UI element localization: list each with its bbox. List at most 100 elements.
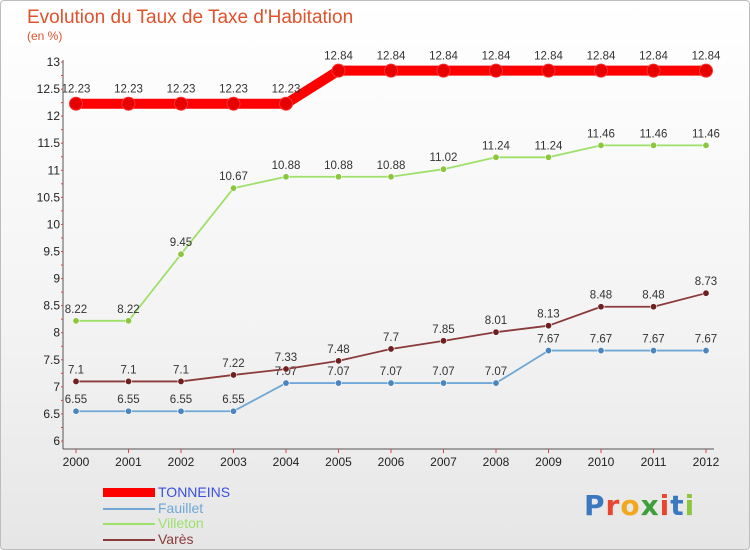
data-point: [282, 379, 290, 387]
data-point: [69, 96, 83, 111]
data-label: 11.24: [535, 140, 564, 152]
x-tick-label: 2007: [430, 455, 457, 469]
data-point: [72, 407, 80, 415]
data-point: [387, 173, 395, 181]
y-tick-label: 9.5: [43, 245, 60, 259]
data-point: [436, 63, 451, 78]
axes: 6 6.5 7 7.5 8 8.5 9 9.5 10 10.5 11 11.5 12 12.5 13 2000…: [37, 55, 720, 469]
data-point: [72, 317, 80, 325]
data-label: 7.67: [590, 334, 612, 346]
data-point: [702, 347, 710, 355]
legend-label: Varès: [158, 530, 194, 547]
data-point: [282, 365, 290, 373]
data-point: [489, 63, 503, 78]
data-label: 7.22: [222, 358, 244, 370]
data-point: [544, 347, 552, 355]
data-point: [439, 379, 447, 387]
data-label: 10.88: [377, 160, 406, 172]
logo-letter: o: [620, 489, 641, 522]
data-label: 7.1: [121, 364, 137, 376]
data-label: 6.55: [170, 394, 192, 406]
data-point: [699, 63, 713, 78]
data-label: 6.55: [65, 394, 87, 406]
data-label: 12.84: [534, 51, 563, 63]
legend-swatch: [103, 523, 155, 525]
y-tick-label: 7: [53, 380, 60, 394]
y-tick-label: 11: [48, 163, 61, 177]
data-label: 7.07: [327, 366, 349, 378]
data-label: 11.46: [587, 128, 615, 140]
legend-label: Villeton: [158, 515, 204, 531]
data-point: [72, 377, 80, 385]
y-tick-label: 10.5: [37, 190, 61, 204]
y-tick-label: 6: [53, 434, 60, 448]
x-tick-label: 2003: [220, 455, 247, 469]
data-point: [125, 407, 133, 415]
data-label: 7.67: [695, 334, 717, 346]
data-point: [125, 377, 133, 385]
data-label: 7.67: [537, 334, 559, 346]
data-point: [334, 357, 342, 365]
data-label: 7.07: [485, 366, 507, 378]
data-point: [226, 96, 241, 111]
data-label: 12.23: [272, 84, 301, 96]
logo-letter: t: [670, 489, 685, 522]
data-label: 12.23: [167, 84, 196, 96]
data-label: 6.55: [222, 394, 244, 406]
series-tonneins: 12.23 12.23 12.23 12.23 12.23 12.84 12.84 12.84…: [62, 51, 721, 111]
data-point: [544, 153, 552, 161]
data-point: [121, 96, 136, 111]
chart-unit: (en %): [27, 29, 63, 43]
data-label: 7.85: [432, 324, 454, 336]
data-label: 8.13: [537, 309, 559, 321]
data-point: [177, 407, 185, 415]
data-label: 7.48: [327, 344, 349, 356]
data-label: 10.88: [324, 160, 353, 172]
data-point: [282, 173, 290, 181]
data-label: 11.46: [692, 128, 720, 140]
data-point: [649, 303, 657, 311]
data-point: [597, 303, 605, 311]
data-label: 7.67: [642, 334, 664, 346]
x-tick-label: 2011: [641, 455, 667, 469]
y-tick-label: 8.5: [43, 299, 60, 313]
data-point: [492, 153, 500, 161]
y-tick-label: 10: [47, 217, 61, 231]
x-tick-label: 2001: [115, 455, 142, 469]
data-label: 11.24: [482, 140, 511, 152]
data-label: 7.07: [380, 366, 402, 378]
y-tick-label: 7.5: [43, 353, 60, 367]
legend-label: Fauillet: [158, 499, 204, 516]
data-point: [544, 322, 552, 330]
logo-letter: r: [605, 489, 621, 522]
x-tick-label: 2012: [693, 455, 720, 469]
y-tick-label: 6.5: [43, 407, 60, 421]
data-point: [331, 63, 346, 78]
data-point: [387, 379, 395, 387]
data-label: 11.02: [430, 152, 458, 164]
data-label: 8.48: [642, 290, 664, 302]
data-point: [334, 379, 342, 387]
data-point: [492, 379, 500, 387]
series-villeton: 8.22 8.22 9.45 10.67 10.88 10.88 10.88 11.02 11.…: [65, 128, 720, 325]
series-layer: 6.556.556.556.557.077.077.077.077.077.67…: [62, 51, 721, 415]
data-point: [177, 377, 185, 385]
data-label: 12.23: [219, 84, 248, 96]
logo-letter: i: [684, 489, 696, 522]
data-point: [230, 407, 238, 415]
data-point: [594, 63, 608, 78]
data-point: [597, 141, 605, 149]
y-tick-label: 13: [47, 55, 61, 69]
data-label: 8.01: [485, 315, 507, 327]
data-point: [174, 96, 188, 111]
data-label: 10.67: [219, 171, 248, 183]
data-point: [646, 63, 661, 78]
data-point: [702, 141, 710, 149]
logo-letter: P: [584, 489, 606, 522]
y-tick-label: 12.5: [37, 82, 61, 96]
x-tick-label: 2005: [325, 455, 352, 469]
data-label: 7.1: [68, 364, 84, 376]
data-label: 12.84: [639, 51, 668, 63]
data-label: 12.84: [692, 51, 721, 63]
